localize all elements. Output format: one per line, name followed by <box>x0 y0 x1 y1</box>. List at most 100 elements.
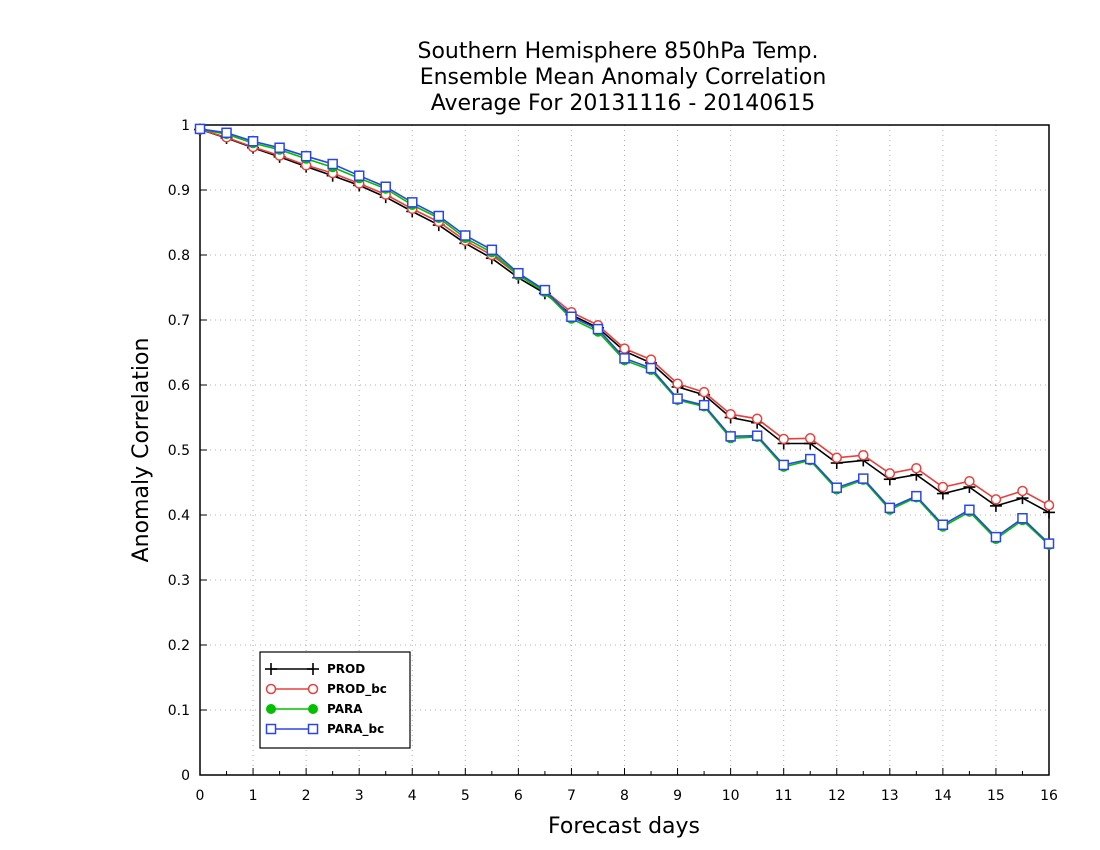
data-point <box>937 519 949 530</box>
chart-title: Southern Hemisphere 850hPa Temp. Ensembl… <box>418 39 827 116</box>
chart-title-line-3: Average For 20131116 - 20140615 <box>431 91 816 116</box>
data-point <box>460 230 471 241</box>
data-point <box>645 362 657 374</box>
data-point <box>1017 513 1028 524</box>
data-point <box>300 150 312 162</box>
x-axis-title: Forecast days <box>548 814 700 839</box>
data-point <box>274 142 285 153</box>
x-tick-label: 0 <box>196 788 205 804</box>
legend-item: PROD <box>265 662 365 676</box>
data-point <box>1043 538 1055 549</box>
data-point <box>672 378 683 389</box>
data-point <box>380 181 391 192</box>
data-point <box>698 399 710 411</box>
x-tick-label: 16 <box>1040 788 1058 804</box>
data-point <box>884 468 896 479</box>
data-point <box>566 311 577 322</box>
legend-marker <box>265 723 277 735</box>
y-tick-label: 0.4 <box>168 508 190 524</box>
data-point <box>964 475 975 487</box>
data-point <box>778 433 789 445</box>
legend-marker <box>307 683 319 695</box>
x-tick-label: 9 <box>673 788 682 804</box>
x-tick-label: 2 <box>302 788 311 804</box>
x-tick-label: 8 <box>620 788 629 804</box>
data-point <box>247 136 259 147</box>
legend-marker <box>307 663 319 675</box>
legend-box <box>259 651 411 749</box>
data-point <box>937 481 949 493</box>
y-tick-label: 0.7 <box>168 313 190 329</box>
data-point <box>672 393 683 404</box>
y-tick-label: 0.5 <box>168 443 190 459</box>
legend-item: PARA <box>266 702 363 716</box>
data-point <box>327 158 338 170</box>
data-point <box>513 267 524 279</box>
data-point <box>194 123 206 135</box>
data-point <box>831 482 842 493</box>
data-point <box>698 386 710 398</box>
x-tick-label: 7 <box>567 788 576 804</box>
legend-label: PROD <box>327 662 365 676</box>
data-point <box>990 494 1002 505</box>
y-tick-label: 0.1 <box>168 703 190 719</box>
data-point <box>725 431 736 442</box>
x-tick-label: 1 <box>249 788 258 804</box>
x-tick-label: 14 <box>934 788 952 804</box>
chart-title-line-2: Ensemble Mean Anomaly Correlation <box>420 65 827 90</box>
y-tick-labels: 0 0.1 0.2 0.3 0.4 0.5 0.6 0.7 0.8 0.9 1 <box>168 118 190 784</box>
series-line <box>199 128 1050 545</box>
data-point <box>539 284 551 296</box>
x-tick-label: 11 <box>775 788 793 804</box>
data-point <box>990 531 1002 543</box>
axis-ticks <box>199 124 1050 776</box>
legend-label: PARA_bc <box>327 722 384 737</box>
data-point <box>592 323 604 335</box>
x-tick-label: 3 <box>355 788 364 804</box>
y-tick-label: 0.6 <box>168 378 190 394</box>
legend-marker <box>266 704 276 714</box>
series-prod-bc <box>194 124 1055 511</box>
y-tick-label: 0.2 <box>168 638 190 654</box>
data-point <box>486 244 498 256</box>
y-tick-label: 0.3 <box>168 573 190 589</box>
legend-marker <box>307 723 319 735</box>
data-point <box>619 353 630 364</box>
grid <box>200 125 1049 775</box>
data-point <box>964 504 975 516</box>
x-tick-label: 10 <box>722 788 740 804</box>
data-point <box>804 453 816 465</box>
legend-label: PROD_bc <box>327 682 387 697</box>
x-tick-label: 15 <box>987 788 1005 804</box>
data-point <box>911 490 922 502</box>
data-point <box>751 430 763 441</box>
y-tick-label: 0.9 <box>168 183 190 199</box>
data-point <box>858 473 869 484</box>
data-point <box>1043 500 1055 511</box>
legend-item: PROD_bc <box>265 682 387 697</box>
data-point <box>858 449 869 461</box>
legend-marker <box>265 663 277 675</box>
series-line <box>199 128 1050 546</box>
data-point <box>884 502 896 514</box>
data-point <box>1017 485 1028 497</box>
x-tick-labels: 0 1 2 3 4 5 6 7 8 9 10 11 12 13 14 15 16 <box>196 788 1058 804</box>
data-point <box>645 354 657 365</box>
data-point <box>778 459 789 471</box>
x-tick-label: 12 <box>828 788 846 804</box>
x-tick-label: 13 <box>881 788 899 804</box>
y-tick-label: 1 <box>181 118 190 134</box>
data-point <box>433 210 445 222</box>
legend-marker <box>308 704 318 714</box>
x-tick-label: 6 <box>514 788 523 804</box>
legend-marker <box>265 683 277 695</box>
data-point <box>353 170 365 181</box>
legend-item: PARA_bc <box>265 722 384 737</box>
data-point <box>751 413 763 425</box>
legend: PROD PROD_bc PARA PARA_bc <box>259 651 411 749</box>
data-point <box>831 452 842 464</box>
series-layer <box>194 123 1055 550</box>
data-point <box>725 409 736 420</box>
y-tick-label: 0.8 <box>168 248 190 264</box>
x-tick-label: 5 <box>461 788 470 804</box>
